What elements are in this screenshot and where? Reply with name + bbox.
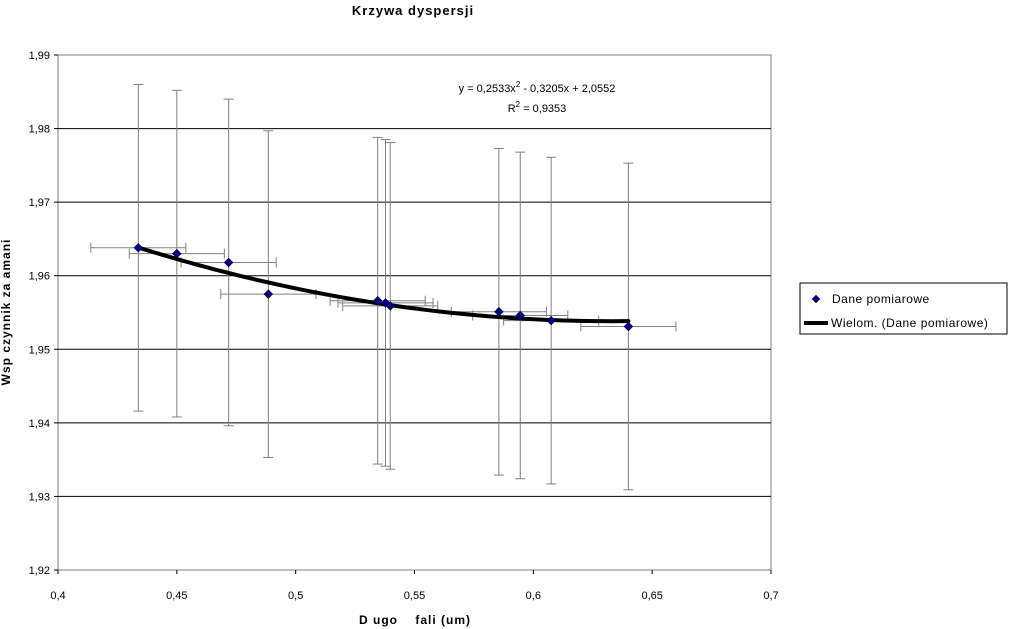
x-tick-label: 0,4 <box>50 590 65 602</box>
y-tick-label: 1,97 <box>29 197 50 209</box>
y-tick-label: 1,98 <box>29 124 50 136</box>
legend-label-data: Dane pomiarowe <box>832 292 930 306</box>
legend-box <box>799 282 1008 335</box>
y-tick-label: 1,92 <box>29 565 50 577</box>
data-points <box>133 242 634 332</box>
x-tick-label: 0,5 <box>288 590 303 602</box>
x-tick-label: 0,55 <box>404 590 425 602</box>
legend: Dane pomiarowe Wielom. (Dane pomiarowe) <box>799 282 1008 335</box>
data-point <box>546 315 557 326</box>
legend-marker-diamond <box>811 294 821 304</box>
y-tick-label: 1,93 <box>29 491 50 503</box>
y-tick-label: 1,95 <box>29 344 50 356</box>
r-squared: R2 = 0,9353 <box>508 100 567 115</box>
legend-label-trend: Wielom. (Dane pomiarowe) <box>831 316 988 330</box>
y-tick-label: 1,96 <box>29 271 50 283</box>
x-tick-label: 0,45 <box>166 590 187 602</box>
data-point <box>623 321 634 332</box>
y-tick-label: 1,94 <box>29 418 50 430</box>
trend-equation: y = 0,2533x2 - 0,3205x + 2,0552 <box>459 80 616 95</box>
x-tick-label: 0,7 <box>763 590 778 602</box>
data-point <box>263 289 274 299</box>
x-axis-ticks: 0,4 0,45 0,5 0,55 0,6 0,65 0,7 <box>50 570 779 602</box>
chart-title: Krzywa dyspersji <box>352 3 474 18</box>
data-point <box>372 295 383 306</box>
data-point <box>515 310 526 321</box>
data-point <box>223 257 234 268</box>
data-point <box>385 301 396 311</box>
x-tick-label: 0,65 <box>641 590 662 602</box>
data-point <box>171 248 182 259</box>
x-axis-label: D ugo fali (um) <box>359 613 471 627</box>
y-axis-ticks: 1,92 1,93 1,94 1,95 1,96 1,97 1,98 1,99 <box>29 50 58 577</box>
data-point <box>494 306 504 317</box>
y-axis-label: Wsp czynnik za amani <box>0 239 13 386</box>
x-tick-label: 0,6 <box>526 590 541 602</box>
y-tick-label: 1,99 <box>29 50 50 62</box>
data-point <box>133 242 144 253</box>
plot-area <box>57 54 772 571</box>
